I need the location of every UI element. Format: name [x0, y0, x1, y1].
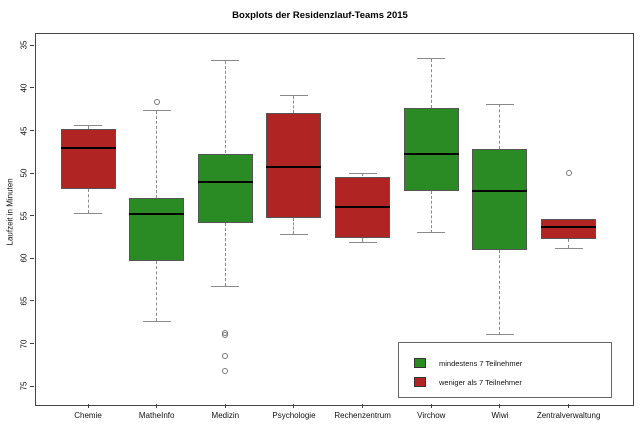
median-Psychologie — [266, 166, 322, 169]
upper-whisker-line — [499, 104, 501, 150]
lower-whisker-line — [156, 260, 158, 322]
box-MatheInfo — [129, 197, 185, 261]
legend-swatch-green — [414, 358, 426, 368]
y-axis-tick — [30, 87, 34, 89]
lower-whisker-line — [87, 189, 89, 214]
upper-whisker-cap — [348, 173, 377, 175]
y-axis-label: Laufzeit in Minuten — [5, 178, 15, 246]
y-axis-tick-label: 70 — [19, 339, 29, 348]
median-Wiwi — [472, 189, 528, 192]
x-axis-category-label: Wiwi — [491, 411, 509, 420]
upper-whisker-cap — [142, 110, 171, 112]
legend-label-red: weniger als 7 Teilnehmer — [439, 378, 522, 387]
lower-whisker-line — [224, 223, 226, 287]
x-axis-tick — [499, 404, 501, 408]
box-Psychologie — [266, 113, 322, 219]
x-axis-category-label: Zentralverwaltung — [536, 411, 601, 420]
median-Medizin — [197, 181, 253, 184]
median-Chemie — [60, 147, 116, 150]
legend-box: mindestens 7 Teilnehmer weniger als 7 Te… — [398, 342, 612, 398]
lower-whisker-cap — [74, 212, 102, 214]
outlier-point — [222, 367, 229, 374]
legend-entry-red: weniger als 7 Teilnehmer — [399, 376, 611, 390]
x-axis-tick — [430, 404, 432, 408]
x-axis-category-label: Chemie — [74, 411, 102, 420]
y-axis-tick — [30, 300, 34, 302]
box-Chemie — [60, 128, 116, 190]
legend-label-green: mindestens 7 Teilnehmer — [439, 359, 523, 368]
lower-whisker-line — [362, 237, 364, 243]
legend-swatch-red — [414, 377, 426, 387]
upper-whisker-line — [87, 125, 89, 129]
x-axis-tick — [362, 404, 364, 408]
x-axis-tick — [293, 404, 295, 408]
upper-whisker-line — [156, 110, 158, 198]
upper-whisker-line — [293, 95, 295, 114]
upper-whisker-cap — [417, 58, 446, 60]
x-axis-category-label: Rechenzentrum — [334, 411, 391, 420]
x-axis-tick — [87, 404, 89, 408]
median-Rechenzentrum — [335, 206, 391, 209]
x-axis-tick — [156, 404, 158, 408]
box-Virchow — [403, 108, 459, 191]
lower-whisker-cap — [279, 233, 308, 235]
chart-title: Boxplots der Residenzlauf-Teams 2015 — [232, 10, 408, 21]
lower-whisker-cap — [417, 232, 446, 234]
y-axis-tick — [30, 215, 34, 217]
y-axis-tick — [30, 385, 34, 387]
y-axis-tick — [30, 257, 34, 259]
y-axis-tick-label: 35 — [19, 40, 29, 50]
upper-whisker-cap — [485, 103, 514, 105]
lower-whisker-line — [293, 218, 295, 235]
y-axis-tick-label: 75 — [19, 381, 29, 391]
lower-whisker-cap — [554, 247, 583, 249]
x-axis-category-label: MatheInfo — [138, 411, 175, 420]
median-MatheInfo — [129, 212, 185, 215]
upper-whisker-cap — [74, 124, 102, 126]
x-axis-category-label: Psychologie — [272, 411, 316, 420]
y-axis-tick — [30, 130, 34, 131]
lower-whisker-line — [499, 249, 501, 335]
y-axis-tick — [30, 44, 34, 46]
x-axis-category-label: Medizin — [211, 411, 240, 420]
median-Zentralverwaltung — [541, 225, 597, 228]
y-axis-tick — [30, 172, 34, 174]
x-axis-tick — [224, 404, 226, 408]
lower-whisker-cap — [142, 320, 171, 322]
lower-whisker-cap — [211, 285, 240, 287]
y-axis-tick — [30, 343, 34, 344]
outlier-point — [565, 170, 572, 177]
lower-whisker-line — [430, 190, 432, 233]
box-Medizin — [197, 153, 253, 224]
legend-entry-green: mindestens 7 Teilnehmer — [399, 357, 611, 371]
box-Wiwi — [472, 149, 528, 250]
y-axis-tick-label: 55 — [19, 211, 29, 221]
outlier-point — [222, 331, 229, 338]
y-axis-tick-label: 65 — [19, 296, 29, 306]
upper-whisker-line — [224, 60, 226, 154]
upper-whisker-line — [430, 58, 432, 109]
median-Virchow — [403, 152, 459, 155]
lower-whisker-cap — [485, 334, 514, 336]
upper-whisker-line — [362, 173, 364, 177]
y-axis-tick-label: 40 — [19, 83, 29, 93]
lower-whisker-line — [568, 238, 570, 249]
plot-area-border — [35, 33, 634, 406]
upper-whisker-cap — [279, 95, 308, 97]
upper-whisker-cap — [211, 60, 240, 62]
x-axis-category-label: Virchow — [417, 411, 446, 420]
outlier-point — [222, 353, 229, 360]
y-axis-tick-label: 50 — [19, 168, 29, 178]
box-Zentralverwaltung — [541, 219, 597, 239]
outlier-point — [153, 99, 160, 106]
y-axis-tick-label: 45 — [19, 126, 29, 135]
lower-whisker-cap — [348, 242, 377, 244]
x-axis-tick — [568, 404, 570, 408]
y-axis-tick-label: 60 — [19, 253, 29, 263]
